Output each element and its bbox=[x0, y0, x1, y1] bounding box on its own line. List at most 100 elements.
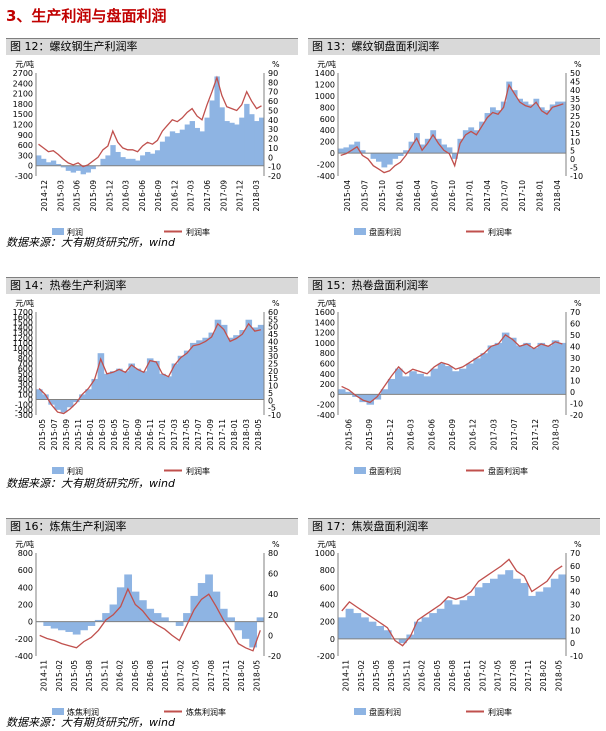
bar bbox=[467, 595, 476, 639]
bar bbox=[359, 394, 367, 403]
left-tick-label: 900 bbox=[18, 131, 33, 140]
right-tick-label: 20 bbox=[268, 135, 278, 144]
left-tick-label: -400 bbox=[317, 411, 335, 420]
bar bbox=[219, 608, 228, 622]
bar bbox=[444, 600, 453, 639]
x-tick-label: 2015-05 bbox=[70, 660, 79, 692]
bar bbox=[183, 613, 191, 622]
x-tick-label: 2016-08 bbox=[448, 660, 457, 692]
chart-15: 元/吨 %-400-2000200400600800100012001400160… bbox=[315, 298, 583, 476]
x-tick-label: 2017-03 bbox=[170, 419, 179, 451]
chart-17: 元/吨 % -200 0 200 400 600 800 1000 -10 0 10 20 30 40 50 6… bbox=[315, 539, 583, 717]
bar bbox=[462, 130, 469, 154]
figure-title: 图 14：热卷生产利润率 bbox=[6, 277, 298, 294]
bar bbox=[135, 160, 141, 166]
x-tick-label: 2015-10 bbox=[378, 180, 387, 212]
left-tick-label: 200 bbox=[320, 138, 335, 147]
bar bbox=[452, 153, 458, 159]
x-tick-label: 2015-07 bbox=[360, 180, 369, 212]
x-tick-label: 2017-01 bbox=[466, 180, 475, 212]
x-tick-label: 2015-06 bbox=[73, 180, 82, 212]
x-tick-label: 2017-02 bbox=[478, 660, 487, 692]
bar bbox=[512, 578, 521, 639]
source-note: 数据来源：大有期货研究所，wind bbox=[6, 716, 176, 729]
chart-13: 元/吨 %-400-2000200400600800100012001400-10… bbox=[315, 59, 583, 237]
left-tick-label: 400 bbox=[320, 370, 335, 379]
bar bbox=[214, 319, 222, 400]
right-tick-label: -10 bbox=[570, 652, 583, 661]
left-tick-label: 1400 bbox=[315, 318, 335, 327]
x-tick-label: 2018-01 bbox=[230, 419, 239, 451]
bar bbox=[517, 98, 523, 154]
right-tick-label: 30 bbox=[268, 125, 278, 134]
bar bbox=[75, 165, 82, 171]
bar bbox=[487, 345, 496, 395]
left-tick-label: -200 bbox=[317, 161, 335, 170]
left-axis-unit: 元/吨 bbox=[317, 298, 336, 308]
x-tick-label: 2017-11 bbox=[222, 660, 231, 692]
line-series bbox=[341, 558, 563, 647]
right-tick-label: 30 bbox=[570, 354, 580, 363]
bar bbox=[360, 617, 369, 639]
x-tick-label: 2016-05 bbox=[110, 419, 119, 451]
bar bbox=[249, 621, 258, 648]
source-note: 数据来源：大有期货研究所，wind bbox=[6, 236, 176, 249]
right-tick-label: 20 bbox=[570, 121, 580, 130]
bar bbox=[511, 90, 518, 154]
bar bbox=[120, 157, 126, 166]
bar bbox=[466, 363, 474, 395]
x-tick-label: 2018-03 bbox=[252, 180, 261, 212]
x-tick-label: 2015-09 bbox=[365, 419, 374, 451]
bar bbox=[257, 324, 265, 400]
left-tick-label: 700 bbox=[18, 360, 33, 369]
bar bbox=[381, 153, 388, 168]
bar bbox=[480, 353, 489, 395]
bar bbox=[530, 348, 538, 395]
left-tick-label: 0 bbox=[28, 618, 33, 627]
chart-panel-12: 图 12：螺纹钢生产利润率 元/吨% -300 0 300 600 900 1200 1500… bbox=[6, 38, 298, 238]
bar bbox=[241, 621, 250, 639]
right-tick-label: -20 bbox=[268, 172, 281, 181]
left-tick-label: 1800 bbox=[13, 100, 33, 109]
right-tick-label: 10 bbox=[570, 138, 580, 147]
left-tick-label: -200 bbox=[317, 652, 335, 661]
bar bbox=[205, 574, 213, 622]
right-tick-label: 25 bbox=[570, 112, 580, 121]
right-tick-label: 30 bbox=[570, 103, 580, 112]
x-tick-label: 2017-09 bbox=[206, 419, 215, 451]
legend-label: 利润率 bbox=[186, 227, 210, 237]
line-series bbox=[38, 322, 262, 415]
bar bbox=[204, 117, 210, 166]
left-tick-label: 800 bbox=[18, 354, 33, 363]
bar bbox=[175, 621, 184, 626]
bar bbox=[550, 578, 559, 639]
bar bbox=[159, 141, 166, 166]
bar bbox=[234, 124, 240, 166]
bar bbox=[161, 617, 169, 622]
bar bbox=[122, 371, 129, 400]
right-tick-label: 40 bbox=[570, 342, 580, 351]
bar bbox=[100, 158, 106, 166]
left-tick-label: 1700 bbox=[13, 308, 33, 317]
bar bbox=[234, 621, 243, 631]
bar bbox=[50, 621, 59, 629]
bar bbox=[50, 160, 57, 166]
x-tick-label: 2017-06 bbox=[203, 180, 212, 212]
bar bbox=[103, 373, 111, 400]
bar bbox=[85, 165, 91, 173]
x-tick-label: 2017-12 bbox=[531, 419, 540, 451]
bar bbox=[383, 630, 392, 639]
bar bbox=[348, 144, 355, 154]
right-tick-label: 90 bbox=[268, 69, 278, 78]
left-axis-unit: 元/吨 bbox=[317, 59, 336, 69]
legend-label: 利润 bbox=[67, 466, 83, 476]
left-tick-label: 600 bbox=[18, 365, 33, 374]
x-tick-label: 2016-06 bbox=[427, 419, 436, 451]
legend-swatch-bar bbox=[354, 708, 366, 715]
x-tick-label: 2018-01 bbox=[536, 180, 545, 212]
x-tick-label: 2016-12 bbox=[170, 180, 179, 212]
x-tick-label: 2016-12 bbox=[469, 419, 478, 451]
bar bbox=[40, 158, 47, 166]
left-tick-label: 400 bbox=[18, 375, 33, 384]
bar bbox=[421, 617, 430, 639]
